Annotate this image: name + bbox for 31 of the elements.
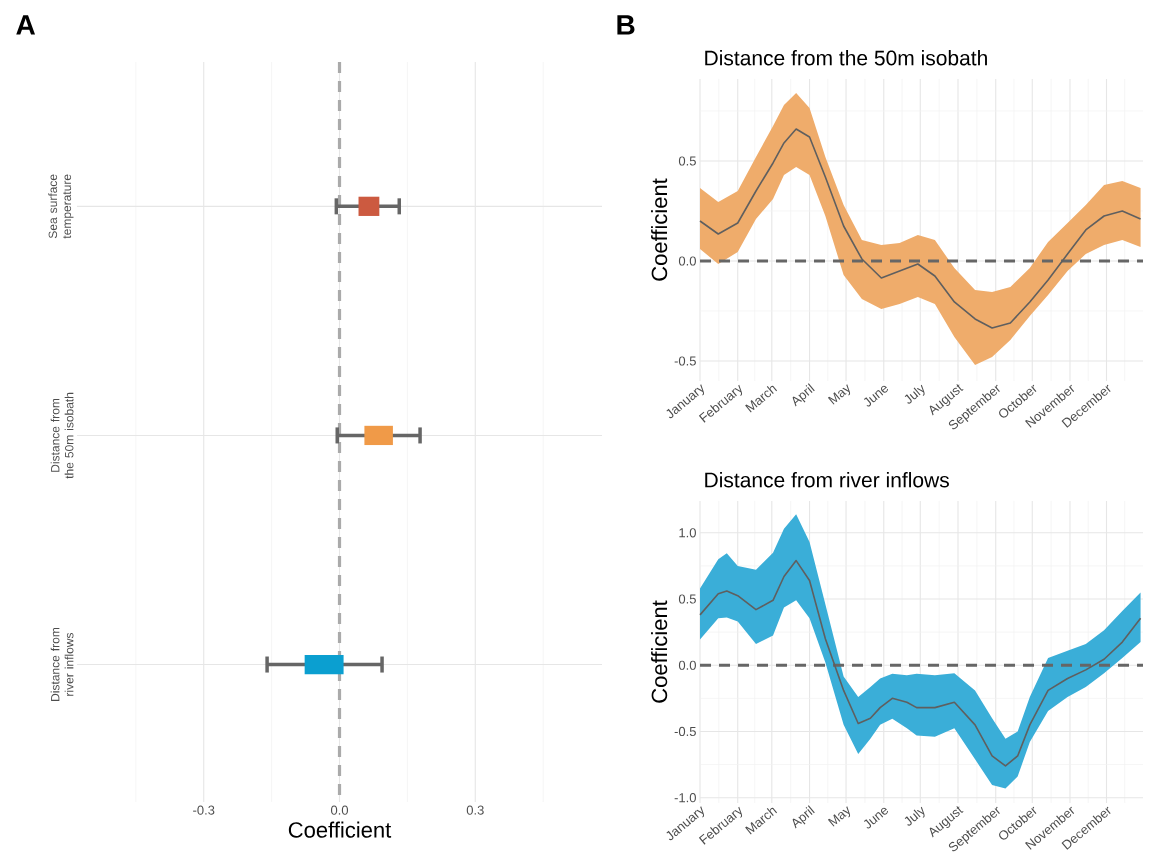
bar — [304, 654, 344, 675]
y-tick-label: 0.5 — [678, 156, 696, 166]
text: A — [16, 15, 36, 35]
y-tick-label: Distance from river inflows — [50, 627, 74, 701]
y-tick-label: 0.0 — [678, 256, 696, 266]
x-tick-label: June — [864, 385, 888, 407]
x-tick-label: -0.3 — [193, 805, 215, 815]
y-tick-label: Sea surface temperature — [48, 174, 74, 239]
x-tick-label: 0.0 — [330, 805, 349, 815]
y-tick-label: -0.5 — [674, 726, 696, 737]
y-tick-label: 0.5 — [678, 594, 696, 604]
bar — [364, 425, 393, 446]
y-tick-label: -1.0 — [674, 793, 696, 803]
y-tick-label: 1.0 — [679, 528, 696, 538]
y-tick-label: -0.5 — [674, 356, 696, 366]
x-tick-label: May — [827, 384, 851, 405]
x-tick-label: July — [904, 806, 925, 826]
x-tick-label: July — [904, 384, 925, 404]
line-series — [699, 559, 1142, 767]
text: B — [617, 15, 635, 35]
bar — [358, 196, 380, 216]
x-tick-label: May — [827, 806, 851, 827]
chart-title: Distance from river inflows — [705, 472, 949, 488]
y-tick-label: Distance from the 50m isobath — [50, 392, 74, 479]
y-tick-label: 0.0 — [678, 660, 696, 670]
x-axis-title: Coefficient — [288, 821, 392, 838]
y-axis-title: Coefficient — [651, 178, 668, 281]
x-tick-label: 0.3 — [466, 805, 484, 815]
y-axis-title: Coefficient — [651, 600, 668, 703]
x-tick-label: June — [864, 807, 888, 829]
chart-title: Distance from the 50m isobath — [705, 50, 987, 66]
